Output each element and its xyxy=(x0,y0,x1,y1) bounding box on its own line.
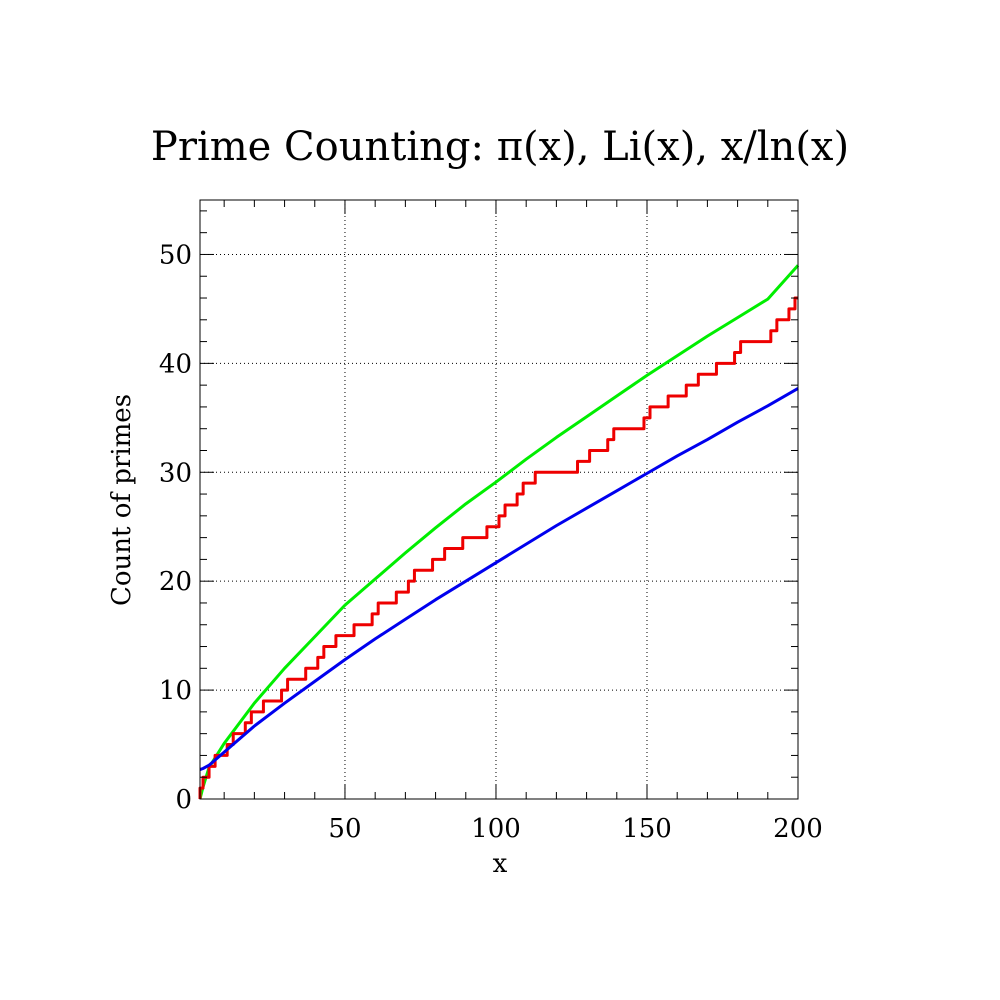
x-tick-label: 150 xyxy=(622,814,672,844)
plot-border xyxy=(199,199,799,800)
x-tick-label: 100 xyxy=(471,814,521,844)
series-layer xyxy=(198,264,800,800)
y-tick-label: 40 xyxy=(159,349,192,379)
series-2 xyxy=(199,387,799,772)
y-axis-label: Count of primes xyxy=(107,394,137,606)
series-1 xyxy=(198,296,798,799)
y-tick-label: 10 xyxy=(159,676,192,706)
grid xyxy=(200,200,798,799)
y-tick-label: 30 xyxy=(159,458,192,488)
series-0 xyxy=(198,264,800,800)
x-axis-label: x xyxy=(493,849,508,879)
y-tick-label: 20 xyxy=(159,567,192,597)
series-line xyxy=(198,264,800,800)
series-line xyxy=(198,296,798,799)
series-line xyxy=(199,387,799,772)
chart-title: Prime Counting: π(x), Li(x), x/ln(x) xyxy=(151,124,849,170)
plot-frame xyxy=(199,199,799,800)
y-tick-label: 50 xyxy=(159,240,192,270)
y-tick-label: 0 xyxy=(175,785,192,815)
tick-labels: 50 100 150 200 0 10 20 30 40 50 xyxy=(159,240,823,844)
x-tick-label: 50 xyxy=(328,814,361,844)
x-tick-label: 200 xyxy=(773,814,823,844)
axis-ticks xyxy=(200,200,799,799)
